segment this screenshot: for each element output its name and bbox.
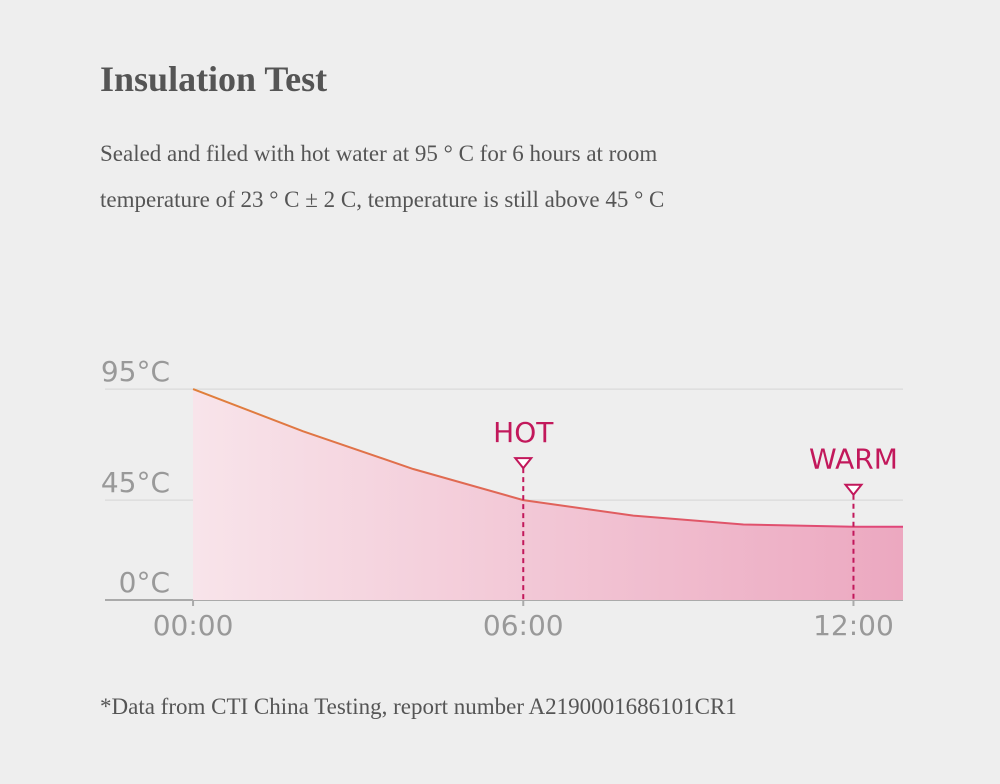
chart: 0°C 45°C 95°C 00:00 06:00 12:00 HOT WARM [101,355,903,642]
area [193,389,903,600]
title: Insulation Test [100,59,328,99]
description-line: temperature of 23 ° C ± 2 C, temperature… [100,187,665,212]
y-tick-label: 95°C [101,355,170,388]
footnote: *Data from CTI China Testing, report num… [100,694,737,719]
description-line: Sealed and filed with hot water at 95 ° … [100,141,658,166]
x-tick-label: 00:00 [153,609,234,642]
y-tick-label: 45°C [101,466,170,499]
y-tick-label: 0°C [119,566,170,599]
annotation-marker [513,457,534,470]
x-tick-label: 06:00 [483,609,564,642]
x-tick-label: 12:00 [813,609,894,642]
annotation-label: HOT [493,416,554,449]
annotation-marker [843,483,864,497]
annotation-label: WARM [809,443,898,476]
line [192,388,903,528]
